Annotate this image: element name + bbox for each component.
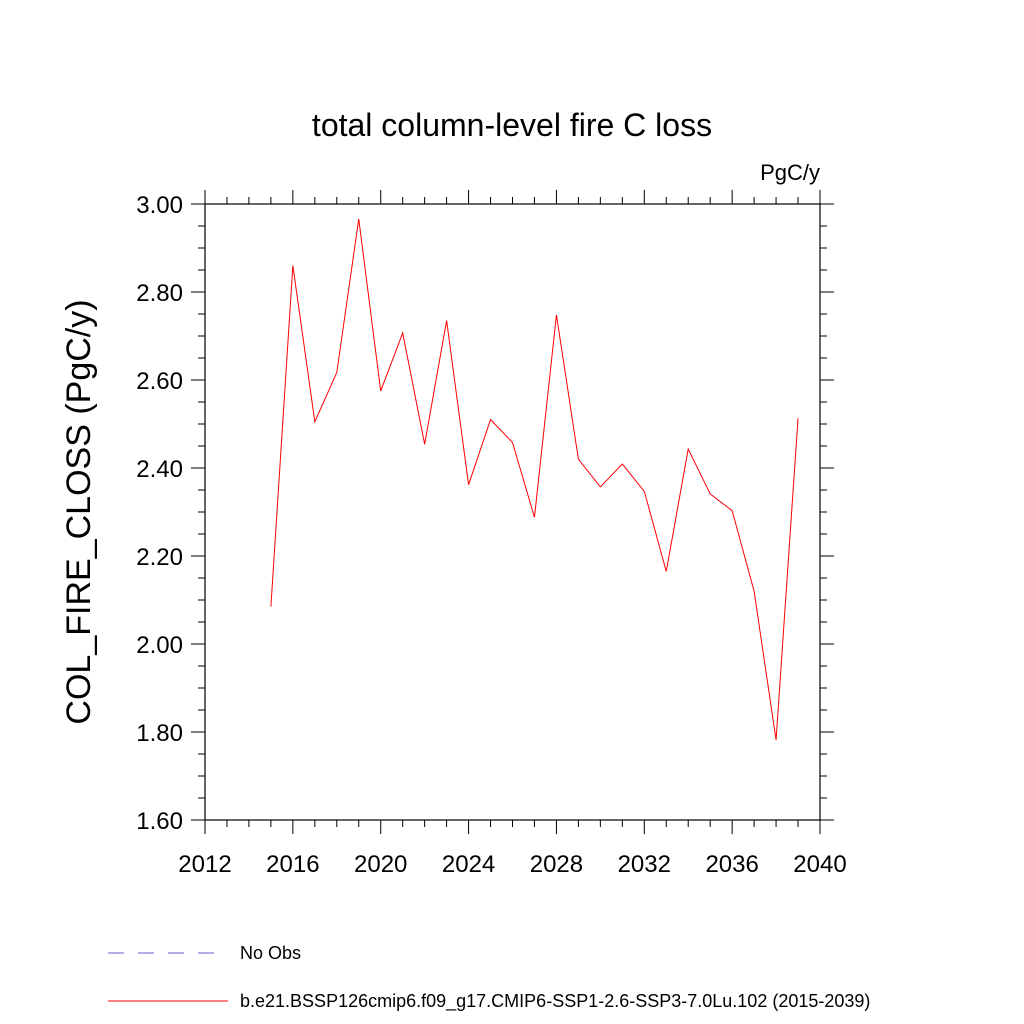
- x-tick-label: 2016: [266, 851, 319, 878]
- x-tick-label: 2036: [705, 851, 758, 878]
- x-tick-label: 2020: [354, 851, 407, 878]
- x-tick-label: 2040: [793, 851, 846, 878]
- y-tick-label: 2.20: [136, 544, 183, 571]
- chart-title: total column-level fire C loss: [312, 107, 712, 143]
- y-tick-label: 1.80: [136, 720, 183, 747]
- legend-no-obs-label: No Obs: [240, 943, 301, 963]
- legend: No Obs b.e21.BSSP126cmip6.f09_g17.CMIP6-…: [108, 943, 870, 1012]
- legend-model-label: b.e21.BSSP126cmip6.f09_g17.CMIP6-SSP1-2.…: [240, 991, 870, 1012]
- units-label: PgC/y: [760, 160, 820, 185]
- y-tick-label: 2.00: [136, 632, 183, 659]
- x-tick-label: 2024: [442, 851, 495, 878]
- x-tick-label: 2028: [530, 851, 583, 878]
- series-group: [270, 218, 799, 740]
- series-line-0: [270, 218, 799, 740]
- y-tick-label: 2.60: [136, 368, 183, 395]
- x-tick-label: 2032: [618, 851, 671, 878]
- y-tick-label: 1.60: [136, 808, 183, 835]
- y-ticks: 1.60 1.80 2.00 2.20 2.40 2.60 2.80 3.00: [136, 192, 834, 835]
- x-ticks: 2012 2016 2020 2024 2028 2032 2036 2040: [178, 190, 847, 878]
- y-tick-label: 2.40: [136, 456, 183, 483]
- y-tick-label: 3.00: [136, 192, 183, 219]
- y-tick-label: 2.80: [136, 280, 183, 307]
- x-tick-label: 2012: [178, 851, 231, 878]
- y-axis-label: COL_FIRE_CLOSS (PgC/y): [60, 299, 98, 724]
